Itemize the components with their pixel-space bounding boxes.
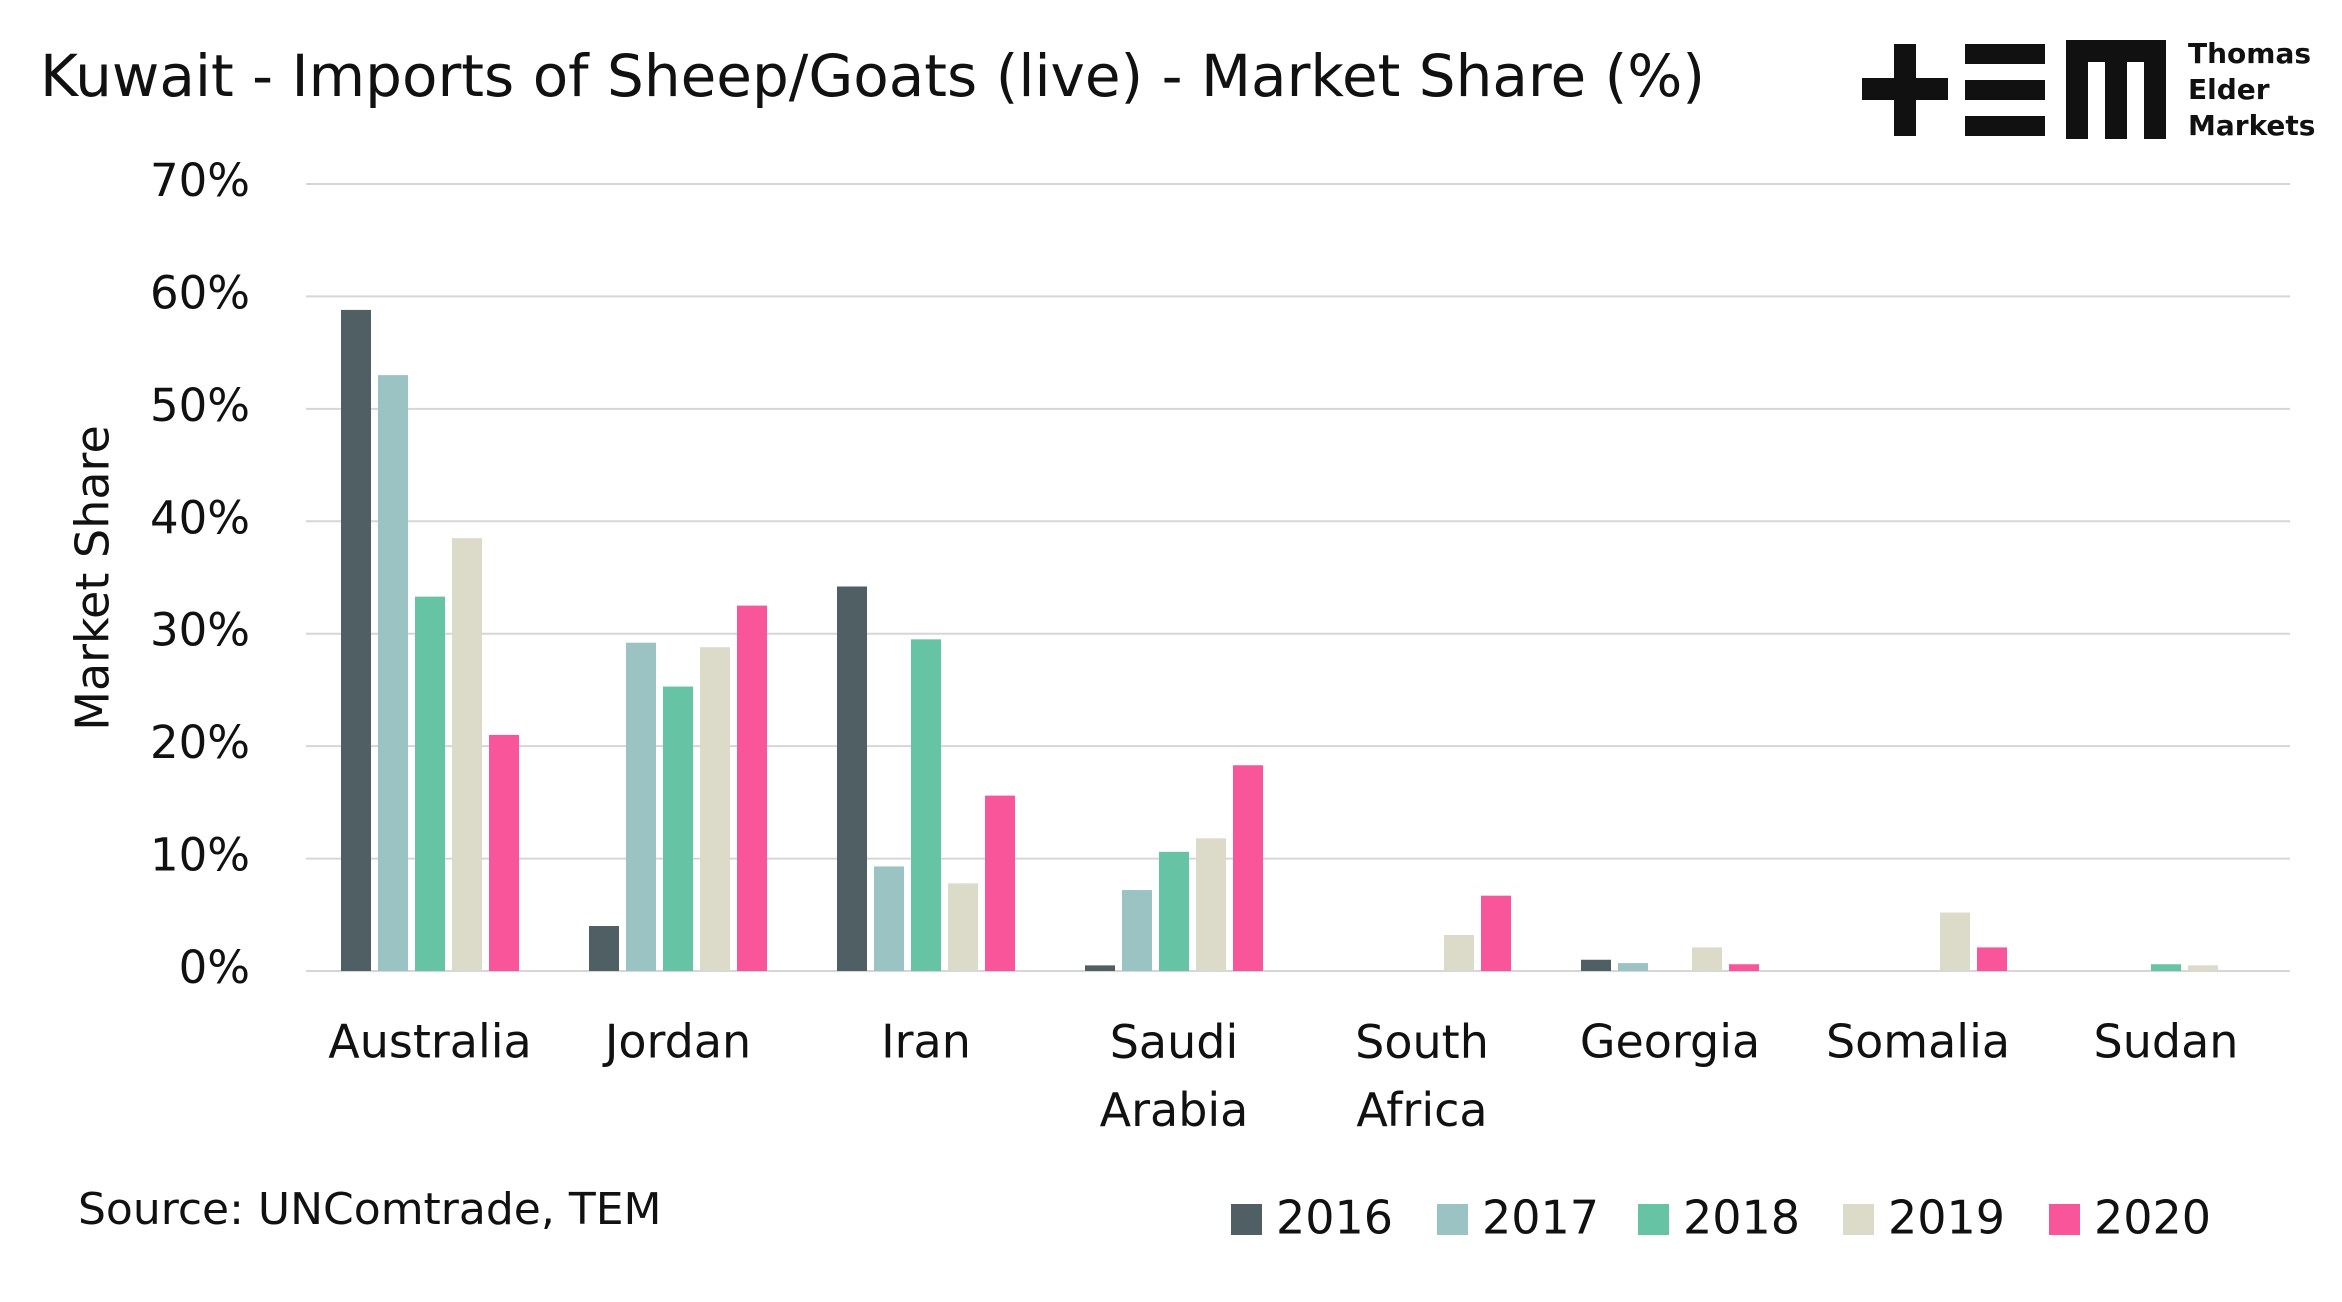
bar — [663, 686, 693, 971]
x-tick-label: Australia — [328, 1015, 531, 1069]
bar — [1085, 965, 1115, 971]
legend-swatch — [2049, 1204, 2080, 1235]
source: Source: UNComtrade, TEM — [78, 1184, 661, 1235]
bar — [2188, 965, 2218, 971]
bar — [341, 309, 371, 971]
bar — [1196, 838, 1226, 971]
bar — [452, 538, 482, 971]
y-tick-label: 40% — [150, 491, 250, 544]
legend-label: 2018 — [1683, 1191, 1800, 1245]
legend-label: 2016 — [1276, 1191, 1393, 1245]
bar — [1444, 935, 1474, 971]
bar — [1940, 912, 1970, 971]
bar — [2151, 964, 2181, 971]
chart-title: Kuwait - Imports of Sheep/Goats (live) -… — [40, 42, 1705, 110]
bar — [1977, 947, 2007, 971]
bar — [415, 596, 445, 971]
logo-text: Elder — [2188, 73, 2270, 106]
x-tick-label: Sudan — [2094, 1015, 2239, 1069]
logo: Thomas Elder Markets — [1862, 37, 2315, 142]
x-tick-label: Georgia — [1580, 1015, 1760, 1069]
bar — [1233, 765, 1263, 971]
bar — [378, 375, 408, 972]
bar — [837, 586, 867, 971]
y-axis-label: Market Share — [66, 425, 120, 731]
logo-text: Markets — [2188, 109, 2315, 142]
legend-label: 2017 — [1482, 1191, 1599, 1245]
bar — [700, 647, 730, 971]
bar — [1729, 964, 1759, 971]
x-tick-label: Somalia — [1826, 1015, 2010, 1069]
legend-label: 2020 — [2094, 1191, 2211, 1245]
y-tick-label: 20% — [150, 716, 250, 769]
y-tick-label: 60% — [150, 266, 250, 319]
bar — [1581, 959, 1611, 971]
y-tick-label: 70% — [150, 154, 250, 207]
x-tick-label: Iran — [881, 1015, 971, 1069]
x-tick-label: South Africa — [1355, 1015, 1489, 1137]
legend-label: 2019 — [1888, 1191, 2005, 1245]
legend-swatch — [1231, 1204, 1262, 1235]
bar — [1159, 851, 1189, 971]
legend-swatch — [1638, 1204, 1669, 1235]
bar — [737, 605, 767, 971]
x-tick-label: Saudi Arabia — [1100, 1015, 1249, 1137]
y-tick-label: 0% — [179, 941, 250, 994]
bar — [948, 883, 978, 971]
bar — [1481, 895, 1511, 971]
logo-text: Thomas — [2188, 37, 2311, 70]
bar — [911, 639, 941, 971]
bar — [1692, 947, 1722, 971]
bar — [874, 866, 904, 971]
bar — [1618, 963, 1648, 971]
y-tick-label: 10% — [150, 829, 250, 882]
y-tick-label: 30% — [150, 604, 250, 657]
bar — [985, 795, 1015, 971]
x-tick-label: Jordan — [602, 1015, 751, 1069]
bar — [626, 642, 656, 971]
y-tick-label: 50% — [150, 379, 250, 432]
bar — [589, 926, 619, 971]
legend-swatch — [1437, 1204, 1468, 1235]
bar — [1122, 890, 1152, 971]
legend-swatch — [1843, 1204, 1874, 1235]
bar — [489, 734, 519, 971]
